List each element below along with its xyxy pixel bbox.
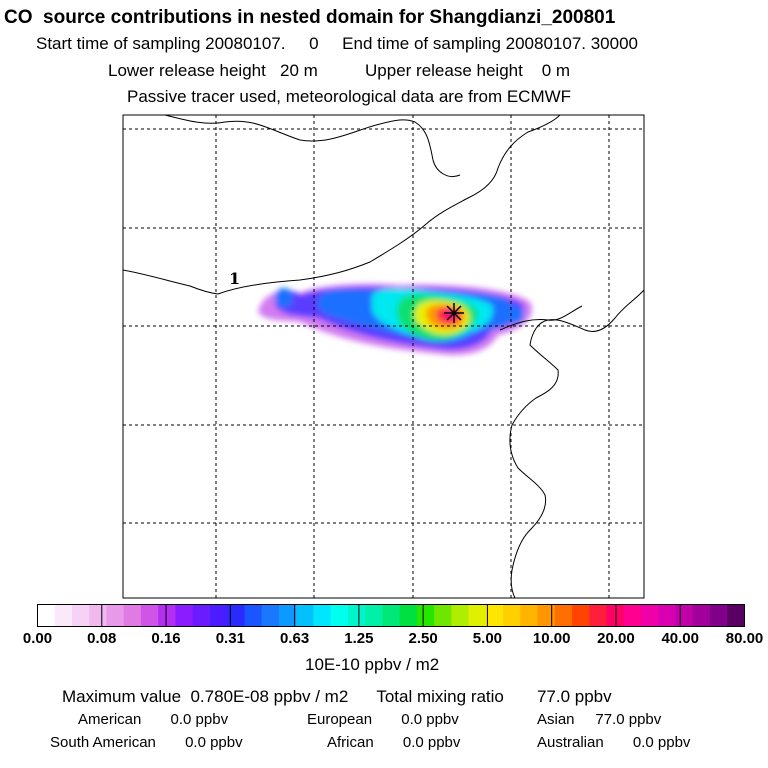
american-contribution: American 0.0 ppbv [78,711,229,728]
colorbar-swatch [296,604,315,627]
colorbar-swatch [710,604,728,627]
colorbar-swatch [106,604,125,627]
colorbar-swatch [451,604,470,627]
colorbar-tick-label: 0.08 [87,630,117,647]
border-north [164,115,461,177]
border-line [123,115,561,295]
colorbar-swatch [589,604,608,627]
colorbar-unit: 10E-10 ppbv / m2 [305,655,440,674]
receptor-star-icon [444,303,464,323]
colorbar-tick-label: 1.25 [344,630,374,647]
colorbar-tick-label: 0.31 [215,630,245,647]
map-frame [122,114,645,599]
colorbar-swatch [468,604,487,627]
colorbar-tick-label: 5.00 [472,630,503,647]
colorbar-tick-label: 0.63 [279,630,310,647]
colorbar-swatch [485,604,504,627]
asian-contribution: Asian 77.0 ppbv [537,711,662,728]
colorbar-swatch [623,604,642,627]
maximum-value-info: Maximum value 0.780E-08 ppbv / m2 Total … [62,687,612,706]
colorbar-swatch [123,604,142,627]
colorbar-swatch [692,604,711,627]
colorbar-swatch [330,604,349,627]
colorbar-tick-label: 0.00 [22,630,53,647]
colorbar-swatch [89,604,108,627]
colorbar-swatch [572,604,590,627]
colorbar-swatch [537,604,556,627]
colorbar-tick-label: 10.00 [532,630,571,647]
boundaries [123,115,644,598]
map-area [123,115,644,598]
river [499,305,583,331]
colorbar [37,604,745,627]
african-contribution: African 0.0 ppbv [327,734,461,751]
colorbar-swatch [641,604,659,627]
colorbar-swatch [261,604,280,627]
plume-east-blob [506,306,524,324]
plume-west-blob [275,288,293,308]
colorbar-swatch [175,604,194,627]
colorbar-swatch [227,604,246,627]
colorbar-swatch [313,604,332,627]
colorbar-tick-label: 40.00 [661,630,699,647]
colorbar-tick-label: 0.16 [151,630,181,647]
colorbar-swatch [520,604,539,627]
european-contribution: European 0.0 ppbv [307,711,459,728]
sampling-time-info: Start time of sampling 20080107. 0 End t… [36,34,638,53]
colorbar-swatch [347,604,366,627]
colorbar-swatch [503,604,521,627]
colorbar-outline [37,604,745,627]
colorbar-swatch [658,604,677,627]
contour-label: 1 [229,269,240,288]
colorbar-swatch [140,604,159,627]
release-height-info: Lower release height 20 m Upper release … [108,61,571,80]
colorbar-swatch [434,604,452,627]
gridlines [123,115,644,598]
colorbar-swatch [278,604,297,627]
plot-title: CO source contributions in nested domain… [4,7,616,28]
colorbar-swatch [399,604,418,627]
colorbar-swatch [244,604,263,627]
colorbar-swatch [727,604,745,627]
australian-contribution: Australian 0.0 ppbv [537,734,691,751]
colorbar-swatch [209,604,228,627]
colorbar-tick-label: 80.00 [725,630,764,647]
colorbar-swatch [382,604,401,627]
colorbar-swatch [365,604,383,627]
colorbar-swatch [416,604,435,627]
colorbar-swatch [675,604,694,627]
coastline [509,289,644,598]
colorbar-swatch [158,604,177,627]
colorbar-swatch [71,604,90,627]
south-american-contribution: South American 0.0 ppbv [50,734,243,751]
tracer-info: Passive tracer used, meteorological data… [127,87,572,106]
colorbar-tick-label: 20.00 [597,630,635,647]
colorbar-swatch [37,604,56,627]
colorbar-tick-label: 2.50 [408,630,438,647]
colorbar-swatch [554,604,573,627]
colorbar-swatch [192,604,211,627]
colorbar-swatch [54,604,73,627]
